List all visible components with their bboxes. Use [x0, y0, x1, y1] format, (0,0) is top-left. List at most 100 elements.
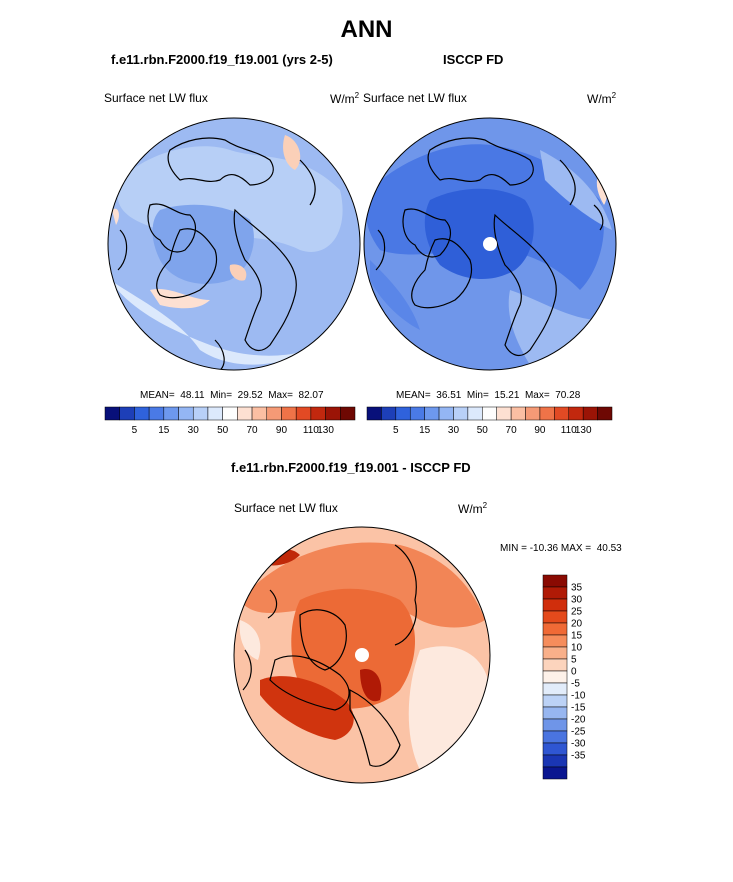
- diff-colorbar-tick-label: 20: [571, 619, 583, 630]
- left-colorbar-tick-label: 70: [246, 425, 258, 436]
- right-coast-archipelago: [402, 208, 452, 258]
- diff-colorbar-swatch: [542, 634, 568, 648]
- right-coast-scandinavia: [493, 213, 557, 357]
- diff-coast-scandinavia: [349, 689, 401, 767]
- left-coast-east: [299, 159, 316, 206]
- diff-colorbar-swatch: [542, 742, 568, 756]
- diff-units-exponent: 2: [482, 501, 488, 510]
- diff-colorbar-tick-label: 35: [571, 583, 583, 594]
- left-colorbar-swatch: [119, 406, 135, 421]
- right-colorbar-swatch: [582, 406, 598, 421]
- diff-panel-units: W/m2: [458, 501, 487, 516]
- right-polar-map: [363, 117, 617, 371]
- left-colorbar-tick-label: 30: [188, 425, 200, 436]
- left-colorbar-swatch: [325, 406, 341, 421]
- diff-colorbar-swatch: [542, 622, 568, 636]
- left-map-field-warm-2: [229, 264, 247, 281]
- diff-coast-archipelago: [299, 609, 347, 671]
- right-colorbar-swatch: [482, 406, 497, 421]
- left-coast-siberia: [167, 137, 274, 186]
- left-coast-alaska: [117, 229, 128, 271]
- diff-colorbar-swatch: [542, 766, 568, 780]
- diff-colorbar-tick-label: -25: [571, 727, 586, 738]
- right-colorbar-tick-label: 15: [419, 425, 431, 436]
- diff-map-boundary: [233, 526, 491, 784]
- left-map-boundary: [107, 117, 361, 371]
- left-units-exponent: 2: [354, 91, 360, 100]
- diff-colorbar-swatch: [542, 682, 568, 696]
- right-map-boundary: [363, 117, 617, 371]
- right-map-field-light-1: [540, 150, 612, 230]
- left-coast-south: [214, 339, 225, 370]
- diff-map-field-hot-1: [260, 676, 354, 740]
- left-colorbar-swatch: [266, 406, 282, 421]
- right-colorbar-swatch: [424, 406, 440, 421]
- left-colorbar-swatch: [222, 406, 238, 421]
- left-colorbar-tick-label: 50: [217, 425, 229, 436]
- right-colorbar-swatch: [381, 406, 397, 421]
- right-colorbar-swatch: [539, 406, 555, 421]
- right-colorbar-tick-label: 5: [393, 425, 399, 436]
- diff-map-field-central: [291, 588, 415, 709]
- left-colorbar-swatch: [237, 406, 253, 421]
- diff-colorbar-swatch: [542, 610, 568, 624]
- diff-colorbar-tick-label: -35: [571, 751, 586, 762]
- diff-coast-north: [267, 589, 278, 619]
- right-colorbar-swatch: [554, 406, 570, 421]
- right-units-text: W/m: [587, 92, 612, 106]
- diff-colorbar-tick-label: 5: [571, 655, 577, 666]
- right-map-field-arctic: [424, 188, 534, 280]
- right-colorbar-tick-label: 90: [534, 425, 546, 436]
- left-colorbar-tick-label: 130: [317, 425, 334, 436]
- right-colorbar-tick-label: 110: [561, 425, 577, 436]
- diff-colorbar-swatch: [542, 658, 568, 672]
- diff-colorbar-tick-label: -15: [571, 703, 586, 714]
- left-panel-subtitle: f.e11.rbn.F2000.f19_f19.001 (yrs 2-5): [111, 52, 333, 67]
- diff-colorbar-tick-label: -30: [571, 739, 586, 750]
- right-colorbar-swatch: [496, 406, 512, 421]
- diff-colorbar-tick-label: -10: [571, 691, 586, 702]
- left-colorbar-tick-label: 110: [303, 425, 319, 436]
- right-colorbar-swatch: [510, 406, 526, 421]
- diff-colorbar-swatch: [542, 646, 568, 660]
- left-colorbar-tick-label: 90: [276, 425, 288, 436]
- right-colorbar-swatch: [568, 406, 584, 421]
- right-panel-variable-label: Surface net LW flux: [363, 91, 467, 105]
- left-polar-map: [107, 117, 361, 371]
- diff-coast-east: [394, 544, 417, 646]
- right-panel-stats: MEAN= 36.51 Min= 15.21 Max= 70.28: [396, 390, 581, 401]
- left-map-field-arctic: [152, 204, 254, 284]
- right-panel-units: W/m2: [587, 91, 616, 106]
- left-coast-scandinavia: [233, 208, 297, 352]
- diff-colorbar-swatch: [542, 670, 568, 684]
- right-colorbar-swatch: [453, 406, 469, 421]
- right-colorbar-swatch: [409, 406, 425, 421]
- left-colorbar-swatch: [104, 406, 120, 421]
- diff-colorbar-swatch: [542, 694, 568, 708]
- diff-coast-west: [242, 649, 252, 691]
- left-map-field-warm-1: [150, 288, 210, 309]
- left-coast-greenland: [156, 228, 218, 299]
- right-colorbar-swatch: [438, 406, 454, 421]
- right-coast-alaska: [375, 229, 386, 271]
- left-units-text: W/m: [330, 92, 355, 106]
- left-colorbar-tick-label: 15: [158, 425, 170, 436]
- right-coast-east: [559, 159, 576, 206]
- diff-colorbar-tick-label: 30: [571, 595, 583, 606]
- left-colorbar-swatch: [295, 406, 312, 421]
- left-colorbar-swatch: [310, 406, 326, 421]
- figure-title: ANN: [340, 16, 393, 43]
- left-colorbar-swatch: [178, 406, 194, 421]
- right-colorbar-tick-label: 70: [506, 425, 518, 436]
- diff-map-field-cool-2: [239, 620, 261, 660]
- left-colorbar-swatch: [340, 406, 356, 421]
- left-colorbar-swatch: [281, 406, 297, 421]
- right-colorbar-swatch: [366, 406, 382, 421]
- right-coast-siberia: [427, 137, 534, 186]
- right-panel-subtitle: ISCCP FD: [443, 52, 504, 67]
- diff-colorbar-tick-label: 25: [571, 607, 583, 618]
- left-map-field-warm-4: [112, 208, 119, 225]
- diff-coast-greenland: [269, 655, 350, 711]
